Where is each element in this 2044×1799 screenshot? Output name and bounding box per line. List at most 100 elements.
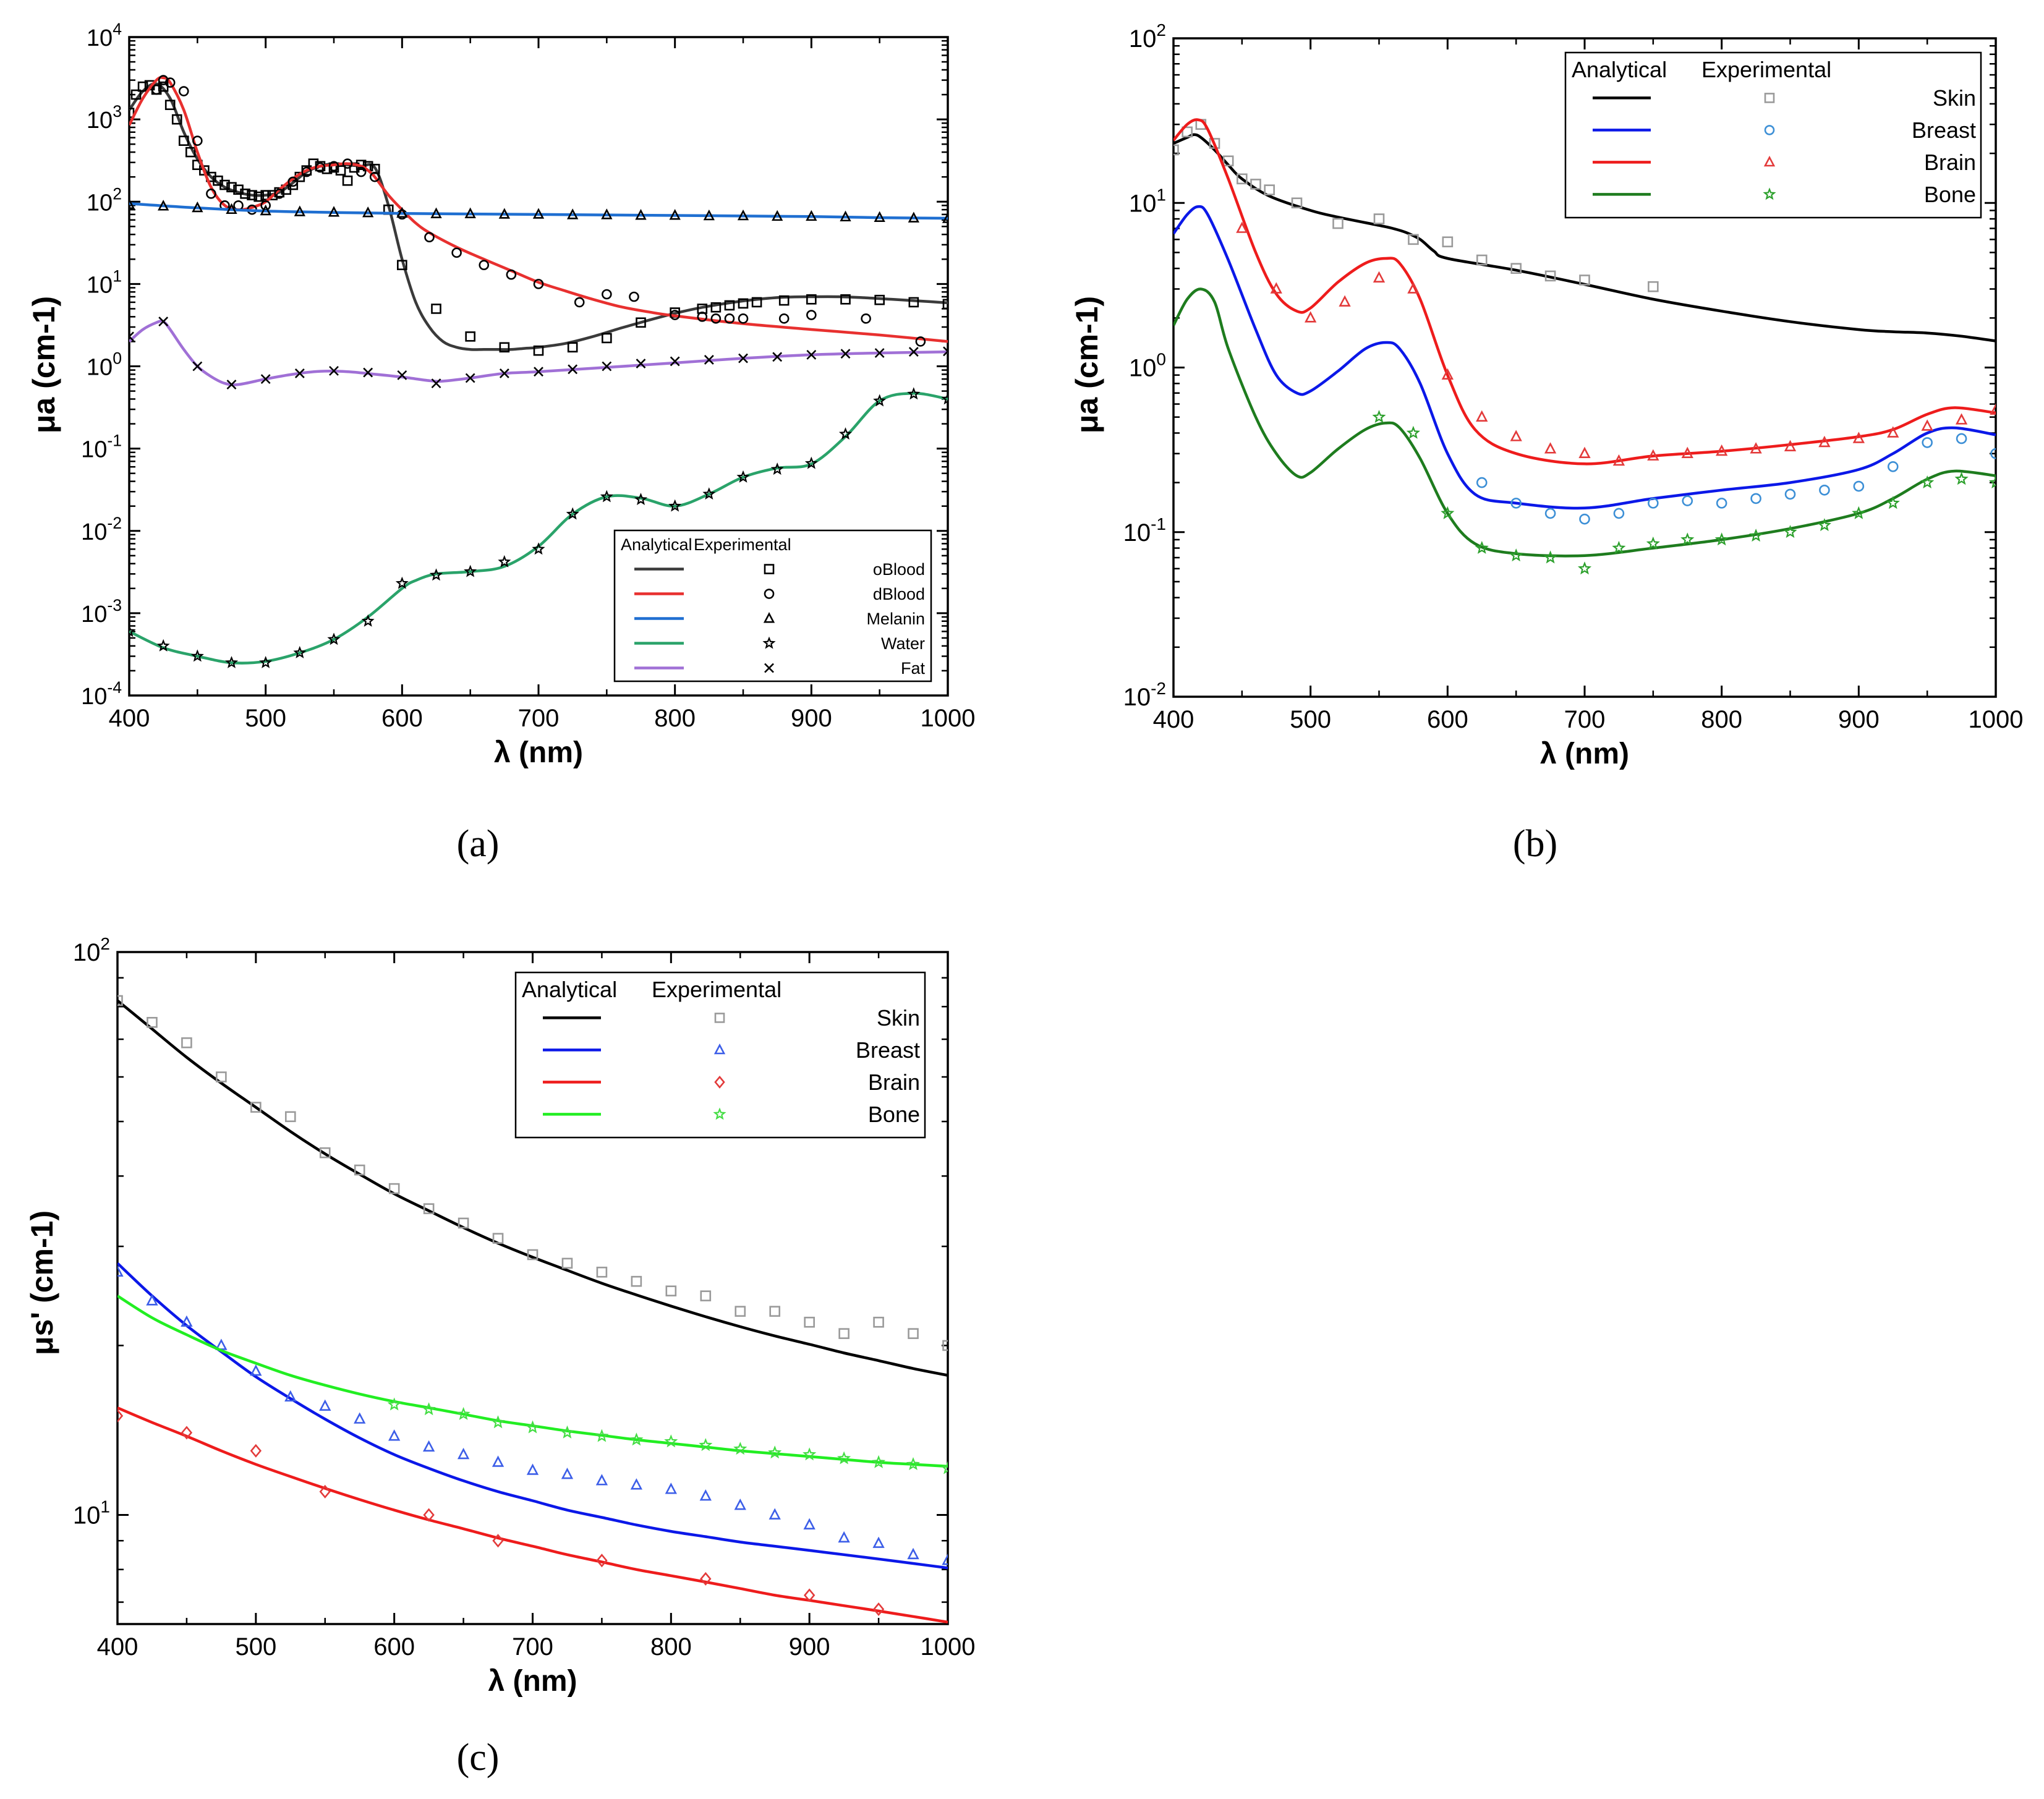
experimental-point xyxy=(941,392,948,405)
experimental-point xyxy=(226,380,237,389)
experimental-point xyxy=(342,158,353,169)
series-layer xyxy=(117,995,948,1624)
legend-box xyxy=(1564,51,1982,219)
experimental-point xyxy=(769,1508,781,1520)
experimental-point xyxy=(458,1217,469,1229)
experimental-point xyxy=(430,207,442,218)
experimental-point xyxy=(1441,506,1455,519)
experimental-point xyxy=(431,378,441,389)
experimental-point xyxy=(602,289,612,300)
experimental-point xyxy=(396,206,408,218)
y-tick-base: 10 xyxy=(81,519,107,545)
experimental-point xyxy=(1476,410,1488,422)
experimental-point xyxy=(526,1420,540,1434)
experimental-point xyxy=(1853,480,1865,492)
experimental-point xyxy=(907,387,921,400)
experimental-point xyxy=(247,190,257,201)
experimental-point xyxy=(192,135,203,146)
legend-header-experimental: Experimental xyxy=(652,977,781,1002)
experimental-point xyxy=(574,297,585,308)
x-tick-label: 800 xyxy=(1701,706,1742,733)
experimental-point xyxy=(533,345,544,356)
experimental-point xyxy=(146,1294,158,1306)
experimental-point xyxy=(328,206,340,217)
x-tick-label: 900 xyxy=(791,705,832,732)
experimental-point xyxy=(567,208,579,219)
experimental-point xyxy=(769,1306,781,1317)
analytical-line xyxy=(1173,118,1996,466)
experimental-point xyxy=(838,1531,850,1543)
legend-marker-brain xyxy=(714,1075,725,1089)
y-tick-base: 10 xyxy=(1129,190,1157,217)
experimental-point xyxy=(1612,454,1625,466)
x-axis-label: λ (nm) xyxy=(494,736,583,769)
experimental-point xyxy=(319,1147,331,1159)
experimental-point xyxy=(294,205,305,216)
legend-marker-bone xyxy=(713,1107,726,1120)
experimental-point xyxy=(164,77,176,88)
experimental-point xyxy=(738,313,749,324)
y-tick-label: 101 xyxy=(87,266,122,298)
experimental-point xyxy=(710,313,722,324)
experimental-point xyxy=(1819,484,1830,496)
experimental-point xyxy=(259,656,273,668)
y-tick-exponent: -3 xyxy=(107,596,122,615)
x-tick-label: 400 xyxy=(97,1633,138,1661)
experimental-point xyxy=(1510,430,1522,441)
experimental-point xyxy=(284,1390,297,1402)
legend-header-analytical: Analytical xyxy=(522,977,617,1002)
y-tick-exponent: 4 xyxy=(113,20,122,38)
legend-header-experimental: Experimental xyxy=(694,535,791,554)
experimental-point xyxy=(1716,498,1727,509)
experimental-point xyxy=(429,568,443,581)
experimental-point xyxy=(479,260,490,270)
experimental-point xyxy=(328,161,339,172)
legend-label-melanin: Melanin xyxy=(866,610,925,628)
experimental-point xyxy=(158,200,169,211)
experimental-point xyxy=(329,365,339,376)
experimental-point xyxy=(260,374,271,385)
experimental-point xyxy=(1509,548,1523,562)
experimental-point xyxy=(1408,234,1419,245)
experimental-point xyxy=(669,209,681,220)
legend-marker-skin xyxy=(1764,93,1775,103)
experimental-point xyxy=(422,1440,435,1452)
panel-c-caption: (c) xyxy=(457,1737,500,1779)
experimental-point xyxy=(699,1438,713,1452)
series-skin xyxy=(117,995,948,1377)
experimental-point xyxy=(1476,254,1488,266)
experimental-point xyxy=(1920,475,1935,489)
experimental-point xyxy=(1784,440,1797,451)
experimental-point xyxy=(840,349,851,359)
y-tick-base: 10 xyxy=(87,190,113,216)
experimental-point xyxy=(1475,540,1489,554)
experimental-point xyxy=(1887,461,1899,472)
experimental-point xyxy=(942,299,948,310)
experimental-point xyxy=(738,298,749,309)
legend: Analytical Experimental Skin Breast Brain Bon… xyxy=(1564,51,1982,219)
experimental-point xyxy=(806,310,817,320)
experimental-point xyxy=(1182,126,1193,138)
experimental-point xyxy=(838,1328,850,1339)
experimental-point xyxy=(226,182,237,193)
experimental-point xyxy=(1613,508,1625,519)
experimental-point xyxy=(423,1508,435,1522)
experimental-point xyxy=(803,1447,817,1461)
y-tick-label: 100 xyxy=(1129,350,1166,382)
experimental-point xyxy=(1955,413,1968,425)
series-brain xyxy=(1173,118,1996,466)
experimental-point xyxy=(533,279,544,289)
y-tick-base: 10 xyxy=(87,108,113,134)
y-tick-label: 10-4 xyxy=(81,678,122,710)
experimental-point xyxy=(636,359,646,368)
experimental-point xyxy=(492,1455,505,1467)
y-tick-label: 103 xyxy=(87,102,122,134)
legend-marker-fat xyxy=(764,663,774,673)
experimental-point xyxy=(668,499,682,512)
x-tick-label: 800 xyxy=(654,705,696,732)
experimental-point xyxy=(363,367,373,378)
experimental-point xyxy=(129,624,136,637)
